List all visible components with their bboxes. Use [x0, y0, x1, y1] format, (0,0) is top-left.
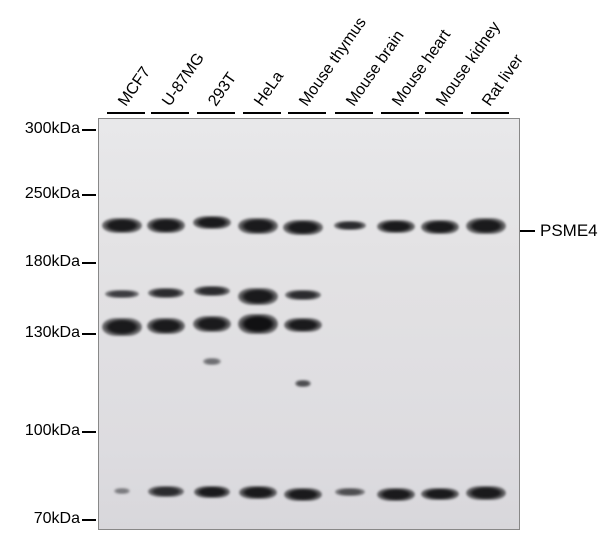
lane-underline [425, 112, 463, 114]
band [148, 486, 184, 497]
band [334, 221, 366, 230]
lane-label: U-87MG [159, 50, 208, 110]
mw-tick [82, 129, 96, 131]
lane-label: HeLa [251, 68, 288, 110]
lane-underline [197, 112, 235, 114]
band [147, 218, 185, 233]
mw-label: 70kDa [10, 510, 80, 528]
band [466, 218, 506, 234]
band [238, 288, 278, 305]
mw-label: 100kDa [10, 422, 80, 440]
band [193, 316, 231, 332]
band [284, 488, 322, 501]
band [114, 488, 130, 494]
band [421, 488, 459, 500]
band [285, 290, 321, 300]
band [238, 218, 278, 234]
band [203, 358, 221, 365]
band [284, 318, 322, 332]
band [421, 220, 459, 234]
band [283, 220, 323, 235]
band [377, 488, 415, 501]
lane-label: 293T [205, 70, 241, 110]
mw-label: 180kDa [10, 253, 80, 271]
western-blot-figure: MCF7U-87MG293THeLaMouse thymusMouse brai… [0, 0, 608, 546]
lane-underline [243, 112, 281, 114]
band [194, 486, 230, 498]
band [238, 314, 278, 334]
band [102, 218, 142, 233]
band [239, 486, 277, 499]
mw-tick [82, 431, 96, 433]
band [102, 318, 142, 336]
band [194, 286, 230, 296]
lane-underline [288, 112, 326, 114]
mw-tick [82, 194, 96, 196]
lane-label: Rat liver [479, 52, 527, 110]
band [377, 220, 415, 233]
band [466, 486, 506, 500]
lane-underline [151, 112, 189, 114]
lane-underline [471, 112, 509, 114]
band [295, 380, 311, 387]
lane-underline [107, 112, 145, 114]
mw-tick [82, 519, 96, 521]
protein-label: PSME4 [540, 221, 598, 241]
band [147, 318, 185, 334]
mw-label: 300kDa [10, 120, 80, 138]
mw-tick [82, 262, 96, 264]
lane-underline [381, 112, 419, 114]
mw-tick [82, 333, 96, 335]
band [193, 216, 231, 229]
mw-label: 250kDa [10, 185, 80, 203]
lane-label: MCF7 [115, 64, 155, 110]
band [105, 290, 139, 298]
lane-underline [335, 112, 373, 114]
band [148, 288, 184, 298]
band [335, 488, 365, 496]
mw-label: 130kDa [10, 324, 80, 342]
protein-tick [520, 230, 535, 232]
